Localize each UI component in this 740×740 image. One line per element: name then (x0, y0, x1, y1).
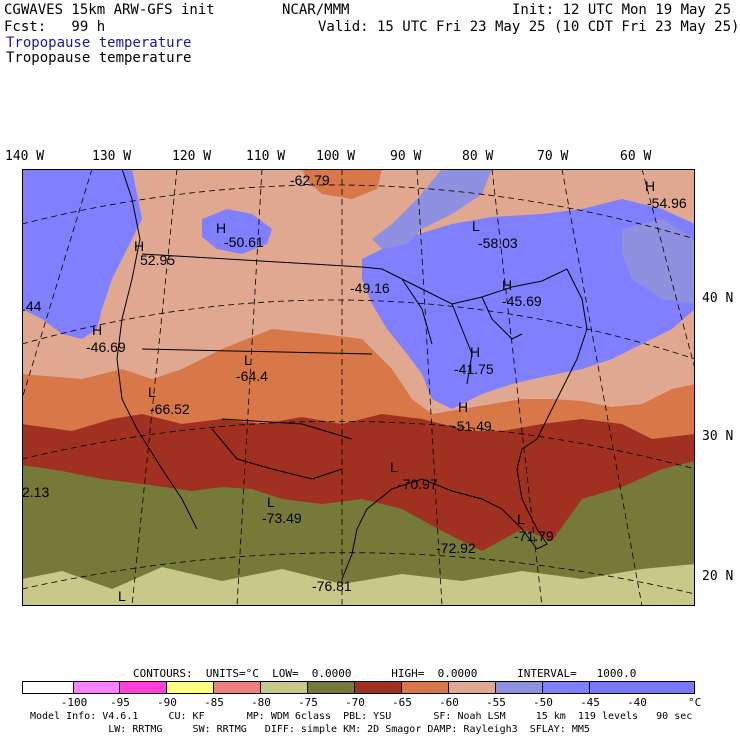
map-label: -76.81 (312, 578, 352, 594)
colorbar-label: -65 (392, 696, 412, 709)
map-label: -54.96 (647, 195, 687, 211)
map-label: -71.79 (514, 528, 554, 544)
colorbar-unit: °C (688, 696, 702, 709)
colorbar-label: -95 (110, 696, 130, 709)
graticule (22, 169, 695, 606)
band-lavender-ne (622, 219, 695, 304)
colorbar-swatch (166, 681, 214, 694)
map-label: H (216, 220, 226, 236)
map-label: .44 (22, 298, 42, 314)
contours-info: CONTOURS: UNITS=°C LOW= 0.0000 HIGH= 0.0… (133, 667, 637, 680)
map-label: 2.13 (22, 484, 49, 500)
map-label: L (244, 352, 252, 368)
map-label: L (390, 459, 398, 475)
lon-label: 120 W (172, 149, 212, 164)
map-label: -66.52 (150, 401, 190, 417)
colorbar-swatch (495, 681, 543, 694)
colorbar-swatch (73, 681, 120, 694)
colorbar-swatch (22, 681, 74, 694)
map-label: -51.49 (452, 418, 492, 434)
colorbar-label: -80 (251, 696, 271, 709)
colorbar-label: -60 (439, 696, 459, 709)
map-label: -46.69 (86, 339, 126, 355)
map-label: -45.69 (502, 293, 542, 309)
map-label: -41.75 (454, 361, 494, 377)
coastlines (116, 169, 588, 580)
colorbar-swatch (542, 681, 590, 694)
colorbar-swatch (448, 681, 496, 694)
field-title: Tropopause temperature (6, 50, 192, 66)
map-label: -49.16 (350, 280, 390, 296)
map-label: H (458, 399, 468, 415)
lon-label: 140 W (5, 149, 45, 164)
colorbar-label: -50 (533, 696, 553, 709)
center-label: NCAR/MMM (282, 2, 350, 18)
map-frame (22, 169, 695, 606)
model-info: Model Info: V4.6.1 CU: KF MP: WDM 6class… (30, 711, 693, 722)
colorbar-swatch (401, 681, 449, 694)
map-label: H (470, 344, 480, 360)
forecast-hour: Fcst: 99 h (4, 19, 106, 35)
lon-label: 100 W (316, 149, 356, 164)
colorbar-label: -85 (204, 696, 224, 709)
map-label: -70.97 (398, 476, 438, 492)
lon-label: 80 W (462, 149, 494, 164)
colorbar-label: -45 (580, 696, 600, 709)
map-label: -64.4 (236, 368, 268, 384)
colorbar-label: -75 (298, 696, 318, 709)
lat-label: 40 N (702, 291, 734, 306)
field-title-blue: Tropopause temperature (6, 35, 192, 51)
map-label: L (472, 218, 480, 234)
map-label: H (92, 322, 102, 338)
physics-info: LW: RRTMG SW: RRTMG DIFF: simple KM: 2D … (30, 724, 590, 735)
colorbar-label: -90 (157, 696, 177, 709)
lon-label: 130 W (92, 149, 132, 164)
map-label: L (118, 588, 126, 604)
map-label: -72.92 (436, 540, 476, 556)
model-title: CGWAVES 15km ARW-GFS init (4, 2, 215, 18)
colorbar-swatch (307, 681, 355, 694)
band-blue-nw (22, 169, 142, 339)
map-label: -50.61 (224, 234, 264, 250)
map-label: H (134, 238, 144, 254)
colorbar-swatch (354, 681, 402, 694)
map-label: L (517, 511, 525, 527)
lon-label: 70 W (537, 149, 569, 164)
band-lavender-canada (372, 169, 492, 249)
colorbar-label: -70 (345, 696, 365, 709)
lat-label: 30 N (702, 429, 734, 444)
band-blue-north (202, 209, 272, 254)
lat-label: 20 N (702, 569, 734, 584)
colorbar-label: -55 (486, 696, 506, 709)
colorbar-swatch (213, 681, 261, 694)
lon-label: 60 W (620, 149, 652, 164)
lon-label: 110 W (246, 149, 286, 164)
band-blue-east (362, 199, 695, 409)
colorbar-swatch (119, 681, 167, 694)
map-label: -62.79 (290, 172, 330, 188)
lon-label: 90 W (390, 149, 422, 164)
colorbar-swatch (260, 681, 308, 694)
map-labels: -62.79 H -54.96 H -50.61 L -58.03 H 52.9… (22, 172, 687, 604)
map-label: 52.95 (140, 252, 175, 268)
map-label: -58.03 (478, 235, 518, 251)
colorbar-label: -40 (627, 696, 647, 709)
valid-time: Valid: 15 UTC Fri 23 May 25 (10 CDT Fri … (318, 19, 740, 35)
tropopause-temperature-map: -62.79 H -54.96 H -50.61 L -58.03 H 52.9… (22, 169, 695, 606)
map-label: H (502, 277, 512, 293)
map-label: -73.49 (262, 510, 302, 526)
map-label: L (148, 384, 156, 400)
colorbar-swatch (589, 681, 695, 694)
map-label: H (645, 178, 655, 194)
map-label: L (267, 494, 275, 510)
init-time: Init: 12 UTC Mon 19 May 25 (512, 2, 732, 18)
colorbar-label: -100 (60, 696, 88, 709)
